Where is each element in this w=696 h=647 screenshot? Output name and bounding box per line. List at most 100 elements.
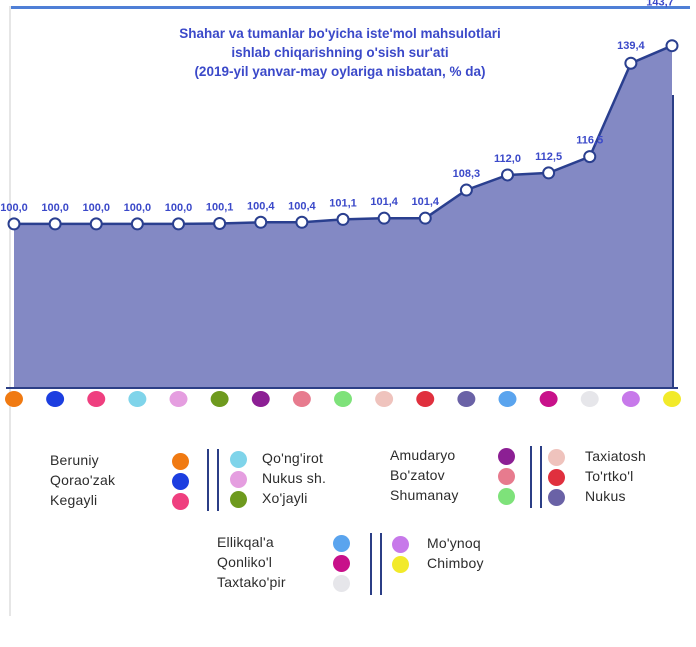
data-label: 100,0	[41, 202, 69, 214]
legend-separator	[530, 446, 532, 508]
legend-label: Amudaryo	[390, 447, 456, 463]
data-point	[336, 212, 350, 226]
legend-label: Qo'ng'irot	[262, 450, 324, 466]
category-dot	[292, 391, 311, 407]
data-point	[172, 217, 185, 231]
legend-separator	[207, 449, 209, 511]
data-point	[254, 215, 268, 229]
legend-label: Nukus sh.	[262, 470, 327, 486]
legend-color-dot	[172, 493, 189, 510]
legend-color-dot	[333, 555, 350, 572]
legend-color-dot	[498, 448, 515, 465]
data-point	[295, 215, 309, 229]
legend-label: Ellikqal'a	[217, 534, 274, 550]
data-label: 112,0	[494, 153, 521, 165]
area-chart: 100,0 100,0 100,0 100,0 100,0 100,1 100,4 100,4…	[0, 0, 681, 407]
legend-separator	[380, 533, 382, 595]
data-label: 100,0	[82, 202, 110, 214]
data-label: 108,3	[453, 168, 481, 180]
chart-title-line-2: ishlab chiqarishning o'sish sur'ati	[231, 45, 449, 60]
legend-color-dot	[333, 575, 350, 592]
category-dot	[663, 391, 681, 407]
legend-color-dot	[230, 451, 247, 468]
legend-color-dot	[498, 468, 515, 485]
area-fill	[14, 45, 672, 387]
legend-label: Xo'jayli	[262, 490, 308, 506]
top-border-line	[10, 6, 690, 9]
legend-color-dot	[172, 473, 189, 490]
legend-label: Qonliko'l	[217, 554, 273, 570]
legend-label: Taxiatosh	[585, 448, 646, 464]
legend-color-dot	[548, 449, 565, 466]
legend-label: Nukus	[585, 488, 626, 504]
data-point	[130, 217, 144, 231]
legend-color-dot	[548, 489, 565, 506]
category-dot	[210, 391, 229, 407]
data-label: 100,4	[288, 200, 316, 212]
category-dot	[169, 391, 188, 407]
legend-label: Mo'ynoq	[427, 535, 481, 551]
data-label: 100,1	[206, 201, 234, 213]
data-label: 143,7	[646, 0, 674, 9]
legend-color-dot	[172, 453, 189, 470]
category-dot	[46, 391, 65, 407]
data-point	[7, 217, 21, 231]
data-point	[89, 217, 103, 231]
data-label: 100,4	[247, 200, 275, 212]
category-dot	[251, 391, 270, 407]
category-dot	[457, 391, 476, 407]
category-dot	[621, 391, 640, 407]
data-label: 100,0	[165, 202, 193, 214]
legend-separator	[217, 449, 219, 511]
legend-label: Beruniy	[50, 452, 99, 468]
legend-label: Qorao'zak	[50, 472, 116, 488]
category-dot	[580, 391, 599, 407]
data-markers	[7, 39, 679, 231]
category-color-dots	[5, 391, 681, 407]
category-dot	[334, 391, 352, 407]
data-label: 116,5	[576, 135, 603, 147]
data-point	[583, 150, 597, 164]
legend-separator	[370, 533, 372, 595]
legend-color-dot	[230, 491, 247, 508]
data-point	[501, 168, 514, 182]
data-point	[459, 183, 473, 197]
value-labels: 100,0 100,0 100,0 100,0 100,0 100,1 100,4 100,4…	[0, 0, 674, 214]
legend-label: Chimboy	[427, 555, 484, 571]
legend-label: To'rtko'l	[585, 468, 634, 484]
data-point	[542, 166, 556, 180]
legend-color-dot	[333, 535, 350, 552]
category-dot	[498, 391, 517, 407]
left-border-line	[9, 6, 11, 616]
data-label: 101,1	[329, 197, 357, 209]
category-dot	[87, 391, 106, 407]
category-dot	[416, 391, 435, 407]
data-label: 139,4	[617, 40, 645, 52]
legend-color-dot	[548, 469, 565, 486]
data-label: 101,4	[411, 196, 439, 208]
category-dot	[375, 391, 394, 407]
legend-color-dot	[392, 556, 409, 573]
legend-label: Shumanay	[390, 487, 459, 503]
legend-color-dot	[230, 471, 247, 488]
category-dot	[539, 391, 558, 407]
data-point	[377, 211, 391, 225]
data-point	[48, 217, 62, 231]
data-point	[418, 211, 432, 225]
chart-title-line-3: (2019-yil yanvar-may oylariga nisbatan, …	[194, 64, 486, 79]
legend-label: Taxtako'pir	[217, 574, 286, 590]
data-label: 101,4	[370, 196, 398, 208]
data-point	[665, 39, 679, 53]
chart-title-line-1: Shahar va tumanlar bo'yicha iste'mol mah…	[179, 26, 501, 41]
data-label: 112,5	[535, 151, 562, 163]
category-dot	[128, 391, 147, 407]
legend-color-dot	[392, 536, 409, 553]
legend-separator	[540, 446, 542, 508]
legend-label: Bo'zatov	[390, 467, 445, 483]
chart-title: Shahar va tumanlar bo'yicha iste'mol mah…	[60, 24, 620, 81]
data-point	[624, 56, 638, 70]
data-label: 100,0	[124, 202, 152, 214]
legend-label: Kegayli	[50, 492, 98, 508]
category-dot	[5, 391, 23, 407]
